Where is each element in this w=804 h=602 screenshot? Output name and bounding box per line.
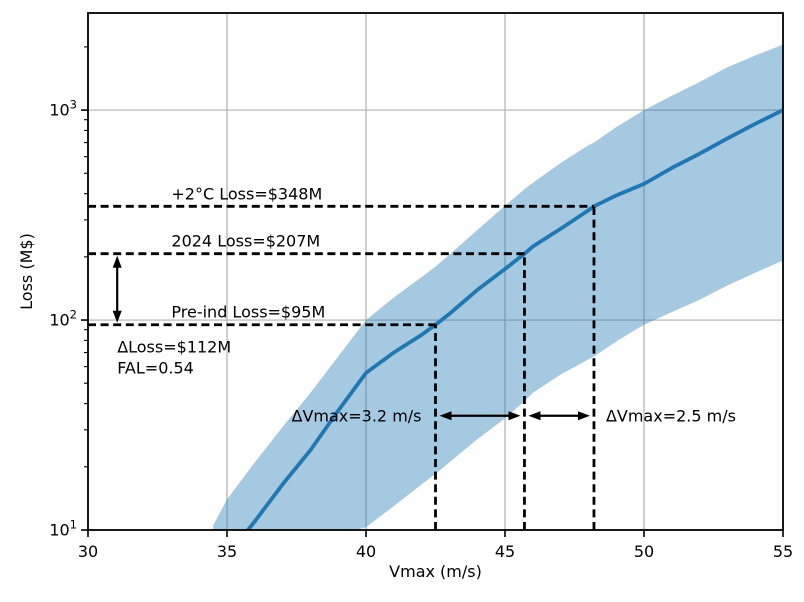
arrowhead: [439, 411, 452, 421]
x-axis-label: Vmax (m/s): [389, 562, 482, 581]
y-tick-label: 103: [49, 98, 77, 120]
delta-vmax-left-label: ΔVmax=3.2 m/s: [292, 406, 422, 425]
y-axis-label: Loss (M$): [17, 233, 36, 310]
delta-vmax-right-label: ΔVmax=2.5 m/s: [606, 406, 736, 425]
arrowhead: [528, 411, 541, 421]
y-tick-label: 102: [49, 308, 77, 330]
reference-label-plus-2c: +2°C Loss=$348M: [171, 184, 322, 203]
fal-label: FAL=0.54: [117, 359, 194, 378]
reference-label-pre-industrial: Pre-ind Loss=$95M: [171, 303, 325, 322]
arrowhead: [508, 411, 521, 421]
y-tick-label: 101: [49, 518, 77, 540]
x-tick-label: 35: [217, 542, 237, 561]
delta-loss-label: ΔLoss=$112M: [117, 338, 231, 357]
x-tick-label: 40: [356, 542, 376, 561]
arrowhead: [112, 255, 122, 268]
reference-label-year-2024: 2024 Loss=$207M: [171, 232, 320, 251]
x-tick-label: 45: [495, 542, 515, 561]
uncertainty-band: [213, 44, 783, 530]
expected-loss-curve: [245, 108, 783, 530]
x-tick-label: 50: [634, 542, 654, 561]
axes-spines: [87, 12, 784, 531]
x-tick-label: 30: [78, 542, 98, 561]
x-tick-label: 55: [773, 542, 793, 561]
plot-area: [88, 13, 783, 530]
arrowhead: [112, 310, 122, 323]
arrowhead: [577, 411, 590, 421]
